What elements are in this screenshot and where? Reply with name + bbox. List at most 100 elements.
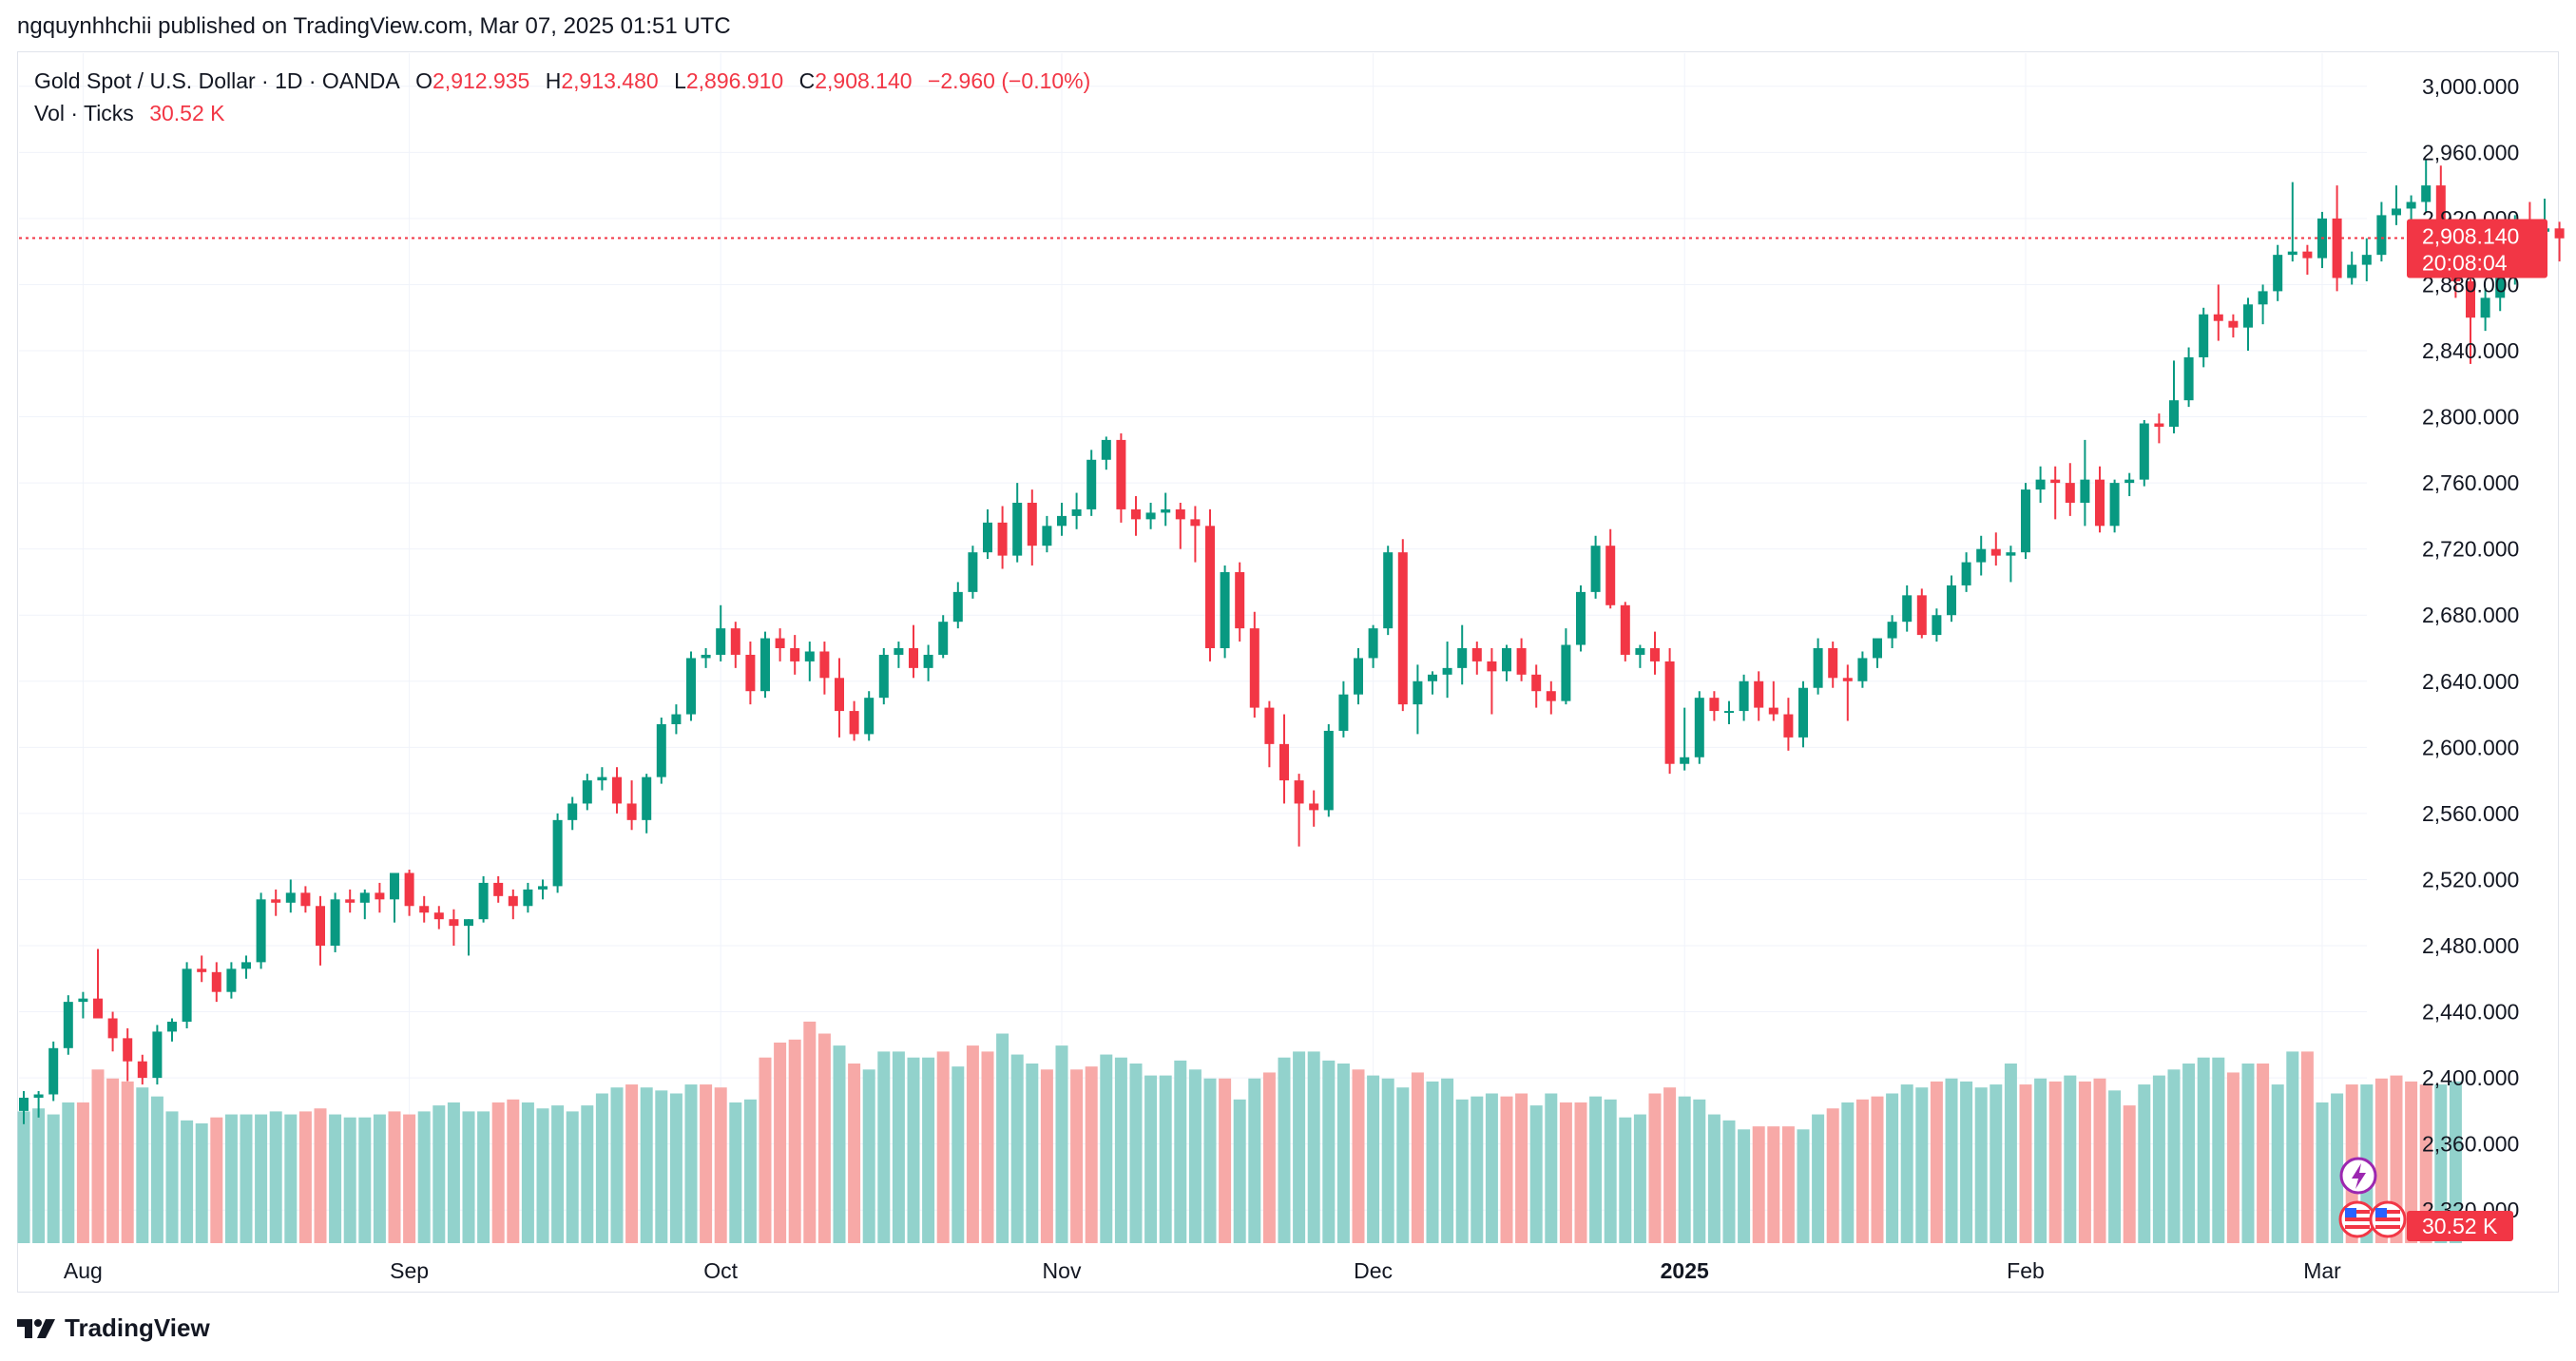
volume-bar xyxy=(91,1069,105,1243)
candle xyxy=(2006,546,2016,583)
candle xyxy=(2347,251,2357,285)
us-flag-icon[interactable] xyxy=(2369,1200,2407,1238)
volume-bar xyxy=(922,1057,935,1243)
time-tick-label: 2025 xyxy=(1661,1258,1709,1283)
volume-bar xyxy=(848,1064,861,1243)
candle xyxy=(493,875,504,903)
volume-bar xyxy=(1930,1081,1943,1243)
candle xyxy=(2317,211,2327,269)
tradingview-logo-icon xyxy=(17,1318,55,1338)
candle xyxy=(2287,182,2297,262)
volume-bar xyxy=(1159,1075,1172,1243)
candle xyxy=(2139,420,2149,487)
candle xyxy=(1561,628,1571,705)
volume-bar xyxy=(640,1087,653,1243)
volume-bar xyxy=(1960,1081,1973,1243)
volume-bar xyxy=(2108,1090,2122,1243)
chart-pane[interactable] xyxy=(17,51,2559,1293)
candle xyxy=(2199,307,2209,368)
volume-bar xyxy=(255,1114,268,1243)
price-tick-label: 2,640.000 xyxy=(2422,669,2519,694)
volume-bar xyxy=(1559,1102,1572,1243)
candle xyxy=(938,615,949,659)
candle xyxy=(48,1041,59,1102)
candle xyxy=(1590,535,1601,599)
volume-legend[interactable]: Vol · Ticks 30.52 K xyxy=(34,101,225,126)
volume-bar xyxy=(2004,1064,2017,1243)
volume-bar xyxy=(121,1081,134,1243)
candle xyxy=(626,780,637,831)
volume-bar xyxy=(2300,1051,2314,1243)
volume-bar xyxy=(32,1108,46,1243)
volume-bar xyxy=(1678,1096,1691,1243)
volume-bar xyxy=(1381,1078,1394,1243)
time-tick-label: Dec xyxy=(1354,1258,1393,1283)
candle xyxy=(1397,539,1408,712)
volume-bar xyxy=(788,1039,801,1243)
candle xyxy=(716,604,726,661)
candle xyxy=(1323,723,1334,817)
candle xyxy=(1887,615,1897,648)
lightning-icon[interactable] xyxy=(2339,1157,2377,1195)
candle xyxy=(1338,680,1349,738)
candle xyxy=(2065,463,2075,516)
volume-bar xyxy=(2271,1084,2284,1243)
price-tick-label: 2,520.000 xyxy=(2422,867,2519,891)
candle xyxy=(211,962,221,1003)
candle xyxy=(642,774,652,834)
volume-bar xyxy=(1233,1099,1246,1243)
volume-bar xyxy=(358,1117,372,1243)
candle xyxy=(1428,671,1437,695)
candle xyxy=(878,648,889,705)
symbol-description[interactable]: Gold Spot / U.S. Dollar · 1D · OANDA xyxy=(34,68,400,93)
candle xyxy=(1190,506,1201,563)
candle xyxy=(2080,439,2090,527)
volume-bar xyxy=(1515,1093,1528,1243)
volume-bar xyxy=(298,1111,312,1243)
volume-bar xyxy=(952,1066,965,1243)
candle xyxy=(1012,483,1023,563)
volume-bar xyxy=(2019,1084,2032,1243)
volume-bar xyxy=(1589,1096,1603,1243)
low-value: 2,896.910 xyxy=(685,68,784,93)
publish-attribution: ngquynhhchii published on TradingView.co… xyxy=(17,13,731,39)
candle xyxy=(78,991,88,1019)
candle xyxy=(197,955,207,983)
volume-bar xyxy=(1100,1054,1113,1243)
candle xyxy=(2050,466,2061,520)
volume-bar xyxy=(1781,1126,1795,1243)
candle xyxy=(1249,611,1259,719)
candle xyxy=(1264,700,1275,768)
candle xyxy=(1086,450,1097,516)
candle xyxy=(2243,297,2253,351)
volume-value: 30.52 K xyxy=(149,101,225,125)
tradingview-logo[interactable]: TradingView xyxy=(17,1313,210,1343)
candle xyxy=(2480,287,2490,332)
candle xyxy=(612,767,622,814)
candle xyxy=(1828,642,1838,688)
volume-bar xyxy=(2182,1064,2196,1243)
candle xyxy=(1131,496,1141,536)
candle xyxy=(1680,707,1690,771)
candle xyxy=(864,691,875,741)
candle xyxy=(1071,492,1082,529)
volume-bar xyxy=(2331,1093,2344,1243)
ohlc-legend[interactable]: Gold Spot / U.S. Dollar · 1D · OANDA O2,… xyxy=(34,68,1090,94)
volume-bar xyxy=(595,1093,608,1243)
candle xyxy=(2109,479,2120,533)
time-axis[interactable]: Aug Sep Oct Nov Dec 2025 Feb Mar xyxy=(64,1258,2341,1283)
candle xyxy=(1413,664,1423,735)
us-flag-icon[interactable] xyxy=(2338,1200,2376,1238)
candle xyxy=(552,813,563,893)
volume-bar xyxy=(521,1102,534,1243)
volume-bar xyxy=(1455,1099,1469,1243)
candle xyxy=(1531,664,1542,708)
volume-bar xyxy=(536,1108,549,1243)
volume-bar xyxy=(581,1105,594,1243)
candle xyxy=(2035,466,2046,503)
candle xyxy=(1873,638,1882,668)
price-tick-label: 2,480.000 xyxy=(2422,933,2519,958)
volume-bar xyxy=(817,1033,831,1243)
volume-bar xyxy=(1752,1126,1765,1243)
